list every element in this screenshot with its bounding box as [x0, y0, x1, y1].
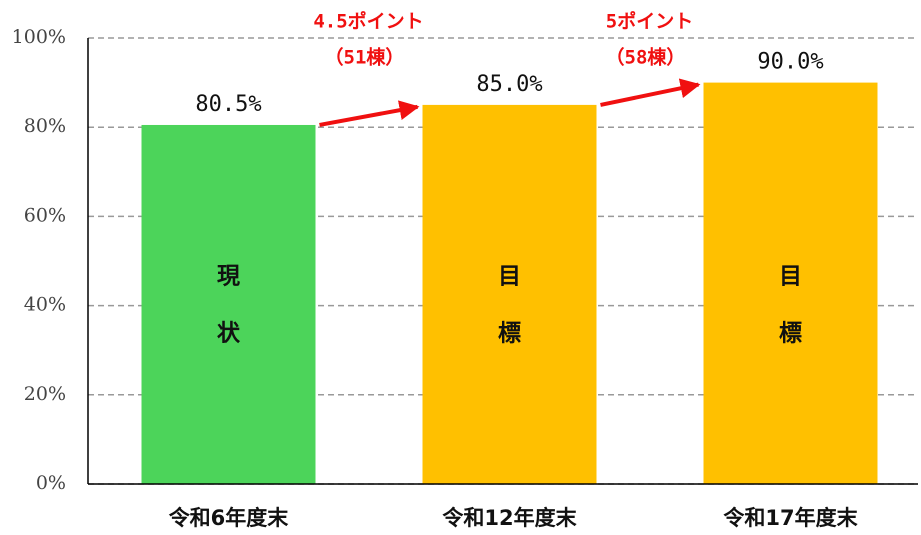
x-tick-label: 令和12年度末 — [442, 506, 577, 530]
bar-inner-label: 標 — [779, 321, 802, 347]
data-label: 85.0% — [476, 72, 542, 97]
bar — [141, 124, 316, 484]
y-tick-label: 100% — [12, 26, 66, 48]
annotation: 5ポイント — [606, 10, 693, 33]
bar-inner-label: 現 — [217, 264, 240, 290]
annotation: （58棟） — [606, 46, 686, 69]
bar-inner-label: 目 — [498, 264, 521, 290]
bar-inner-label: 標 — [498, 321, 521, 347]
data-label: 80.5% — [195, 92, 261, 117]
arrow — [600, 78, 701, 107]
arrow — [319, 100, 420, 127]
y-tick-label: 80% — [24, 115, 66, 137]
x-tick-label: 令和17年度末 — [723, 506, 858, 530]
bar-inner-label: 目 — [779, 264, 802, 290]
y-tick-label: 60% — [24, 204, 66, 226]
annotation: （51棟） — [325, 46, 405, 69]
bar — [703, 82, 878, 484]
x-tick-label: 令和6年度末 — [169, 506, 290, 530]
bar-inner-label: 状 — [217, 320, 241, 347]
bar — [422, 104, 597, 485]
data-label: 90.0% — [757, 50, 823, 75]
annotation: 4.5ポイント — [313, 10, 423, 33]
y-tick-label: 40% — [24, 294, 66, 316]
y-tick-label: 0% — [36, 472, 66, 494]
y-tick-label: 20% — [24, 383, 66, 405]
